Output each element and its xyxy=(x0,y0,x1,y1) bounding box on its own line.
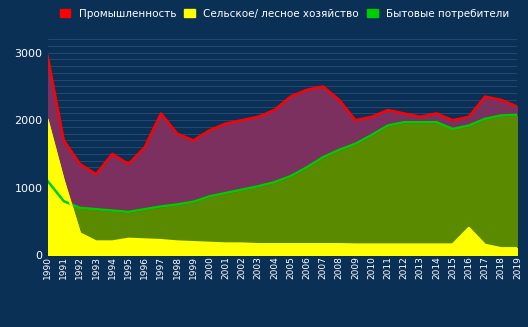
Legend: Промышленность, Сельское/ лесное хозяйство, Бытовые потребители: Промышленность, Сельское/ лесное хозяйст… xyxy=(56,6,512,22)
